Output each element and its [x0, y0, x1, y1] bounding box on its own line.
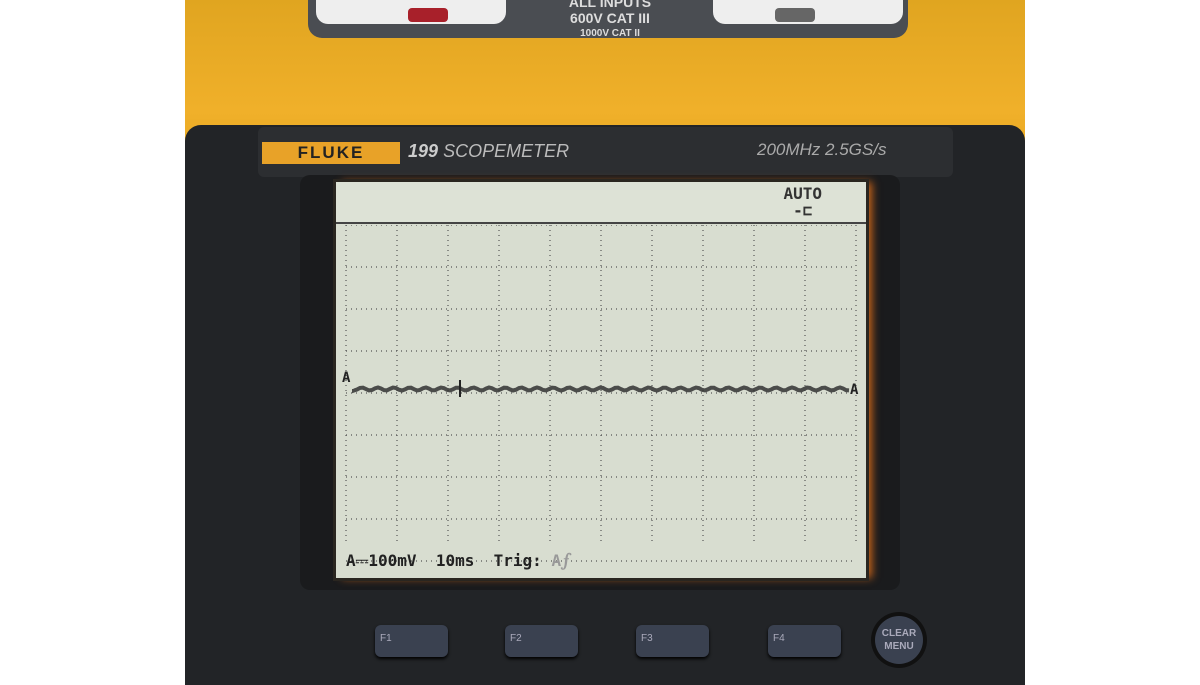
status-line: A⎓100mV 10ms Trig: A⨍	[346, 551, 571, 571]
f4-button[interactable]: F4	[768, 625, 841, 657]
channel-a-marker-right: A	[850, 382, 859, 398]
channel-a-marker-left: A	[342, 370, 351, 386]
auto-indicator: AUTO -⊏	[783, 185, 822, 219]
waveform-trace	[352, 385, 850, 394]
rating-line: 1000V CAT II	[580, 28, 640, 39]
spec-label: 200MHz 2.5GS/s	[757, 140, 887, 159]
waveform-grid	[345, 225, 857, 562]
lcd-screen: AUTO -⊏ A A A⎓100mV 10ms Trig: A⨍	[336, 182, 866, 578]
f2-button[interactable]: F2	[505, 625, 578, 657]
input-rating: ALL INPUTS 600V CAT III 1000V CAT II	[540, 0, 680, 42]
input-jack-a	[316, 0, 506, 24]
trigger-readout: A⨍	[551, 551, 572, 570]
brand-logo: FLUKE	[262, 142, 400, 164]
model-label: 199 SCOPEMETER	[408, 141, 569, 162]
f3-button[interactable]: F3	[636, 625, 709, 657]
rating-line: 600V CAT III	[570, 10, 650, 26]
clear-menu-button[interactable]: CLEAR MENU	[875, 616, 923, 664]
mode-label: AUTO	[783, 184, 822, 203]
clear-label: CLEAR	[881, 628, 917, 639]
timebase-readout: 10ms	[435, 551, 475, 570]
input-panel	[308, 0, 908, 38]
trigger-label: Trig:	[493, 551, 542, 570]
screen-header: AUTO -⊏	[336, 182, 866, 224]
menu-label: MENU	[884, 641, 914, 652]
f1-button[interactable]: F1	[375, 625, 448, 657]
plug-icon: -⊏	[793, 201, 813, 220]
range-readout: A⎓100mV	[346, 551, 417, 570]
rating-line: ALL INPUTS	[568, 0, 652, 10]
model-number: 199	[408, 141, 439, 161]
model-name: SCOPEMETER	[443, 141, 570, 161]
gray-plug	[775, 8, 815, 22]
input-jack-com	[713, 0, 903, 24]
red-plug	[408, 8, 448, 22]
